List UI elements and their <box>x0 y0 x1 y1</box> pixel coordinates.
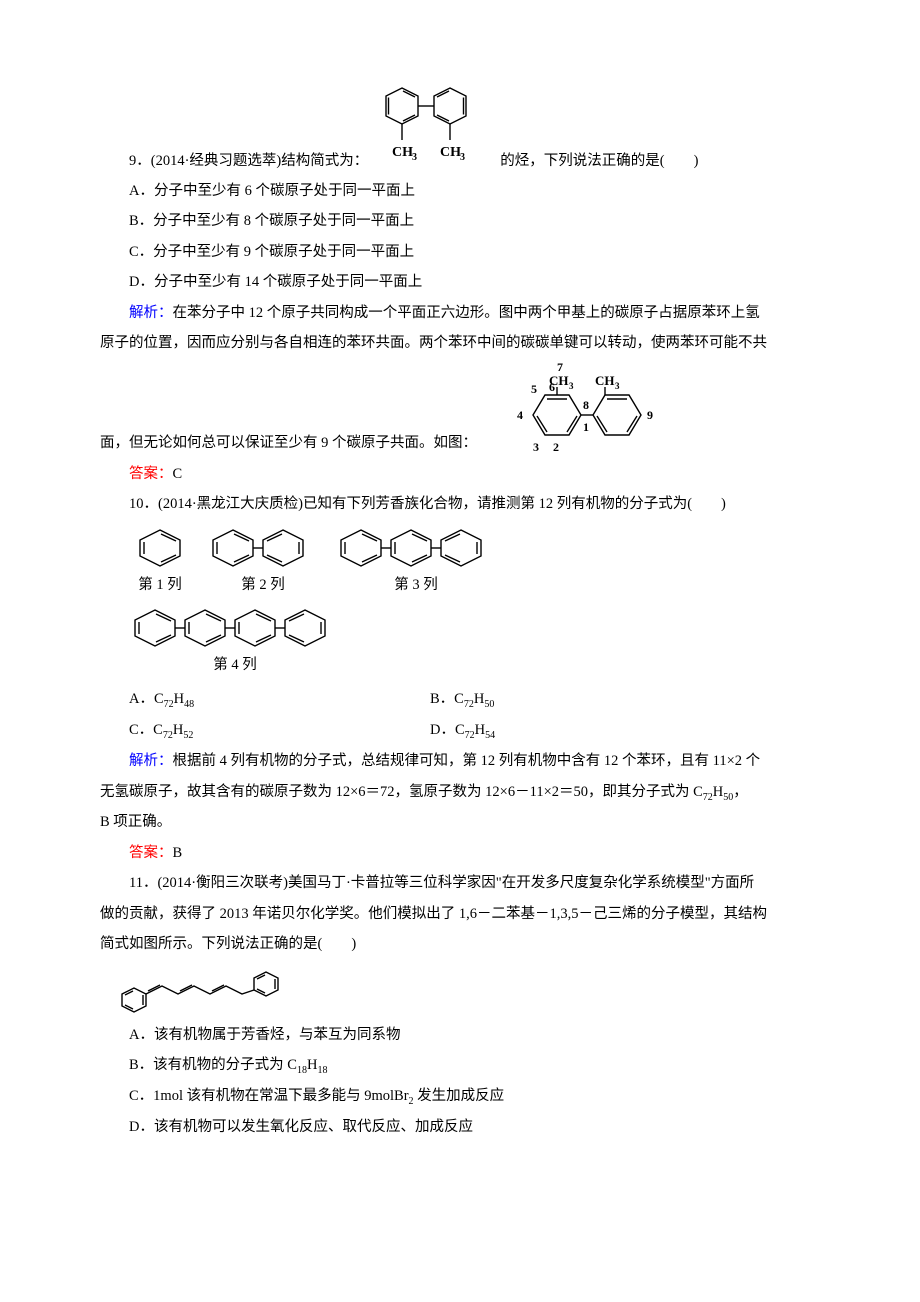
ring1-svg <box>130 526 190 568</box>
svg-text:3: 3 <box>569 381 574 391</box>
q10-series-4: 第 4 列 <box>130 606 340 680</box>
svg-text:7: 7 <box>557 360 563 374</box>
q10-answer-letter: B <box>173 845 183 861</box>
q10-options-row1: A．C72H48 B．C72H50 <box>100 684 820 715</box>
q9-analysis-text1: 在苯分子中 12 个原子共同构成一个平面正六边形。图中两个甲基上的碳原子占据原苯… <box>173 305 760 321</box>
series-label-2: 第 2 列 <box>208 570 318 600</box>
q10-options-row2: C．C72H52 D．C72H54 <box>100 715 820 746</box>
numbered-biphenyl-svg: 7 CH3 CH3 5 6 4 8 1 3 2 9 <box>487 359 687 459</box>
q10-series-row2: 第 4 列 <box>130 606 820 680</box>
q10-analysis-text1: 根据前 4 列有机物的分子式，总结规律可知，第 12 列有机物中含有 12 个苯… <box>173 753 761 769</box>
q11-line1: 11．(2014·衡阳三次联考)美国马丁·卡普拉等三位科学家因"在开发多尺度复杂… <box>100 868 820 898</box>
analysis-label: 解析： <box>129 753 173 769</box>
series-label-3: 第 3 列 <box>336 570 496 600</box>
q10-analysis-line1: 解析：根据前 4 列有机物的分子式，总结规律可知，第 12 列有机物中含有 12… <box>100 746 820 776</box>
q11-option-d: D．该有机物可以发生氧化反应、取代反应、加成反应 <box>100 1112 820 1142</box>
q9-analysis-line1: 解析：在苯分子中 12 个原子共同构成一个平面正六边形。图中两个甲基上的碳原子占… <box>100 298 820 328</box>
q9-analysis-text3: 面，但无论如何总可以保证至少有 9 个碳原子共面。如图： <box>100 428 477 458</box>
ring2-svg <box>208 526 318 568</box>
q9-analysis-line3: 面，但无论如何总可以保证至少有 9 个碳原子共面。如图： 7 CH3 CH3 <box>100 359 820 459</box>
q10-analysis-line2: 无氢碳原子，故其含有的碳原子数为 12×6＝72，氢原子数为 12×6－11×2… <box>100 777 820 808</box>
svg-text:3: 3 <box>615 381 620 391</box>
q10-option-c: C．C72H52 <box>100 715 430 746</box>
biphenyl-dimethyl-svg: CH 3 CH 3 <box>374 78 494 176</box>
q10-answer: 答案：B <box>100 838 820 868</box>
q9-stem-line1: 9．(2014·经典习题选萃)结构简式为： CH 3 <box>100 78 820 176</box>
svg-text:3: 3 <box>412 152 417 163</box>
svg-text:3: 3 <box>460 152 465 163</box>
q9-structure-figure: CH 3 CH 3 <box>374 78 494 176</box>
q10-series-3: 第 3 列 <box>336 526 496 600</box>
svg-text:CH: CH <box>392 145 413 160</box>
series-label-1: 第 1 列 <box>130 570 190 600</box>
q9-option-a: A．分子中至少有 6 个碳原子处于同一平面上 <box>100 176 820 206</box>
svg-text:5: 5 <box>531 382 537 396</box>
q9-option-b: B．分子中至少有 8 个碳原子处于同一平面上 <box>100 206 820 236</box>
svg-text:3: 3 <box>533 440 539 454</box>
svg-text:6: 6 <box>549 380 555 394</box>
q10-option-a: A．C72H48 <box>100 684 430 715</box>
q9-answer-letter: C <box>173 466 183 482</box>
svg-text:8: 8 <box>583 398 589 412</box>
q11-option-a: A．该有机物属于芳香烃，与苯互为同系物 <box>100 1020 820 1050</box>
q9-text-after: 的烃，下列说法正确的是( ) <box>500 146 698 176</box>
series-label-4: 第 4 列 <box>130 650 340 680</box>
q10-series-row1: 第 1 列 第 2 列 第 3 列 <box>130 526 820 600</box>
svg-text:CH: CH <box>440 145 461 160</box>
q9-answer: 答案：C <box>100 459 820 489</box>
q9-analysis-line2: 原子的位置，因而应分别与各自相连的苯环共面。两个苯环中间的碳碳单键可以转动，使两… <box>100 328 820 358</box>
q10-stem: 10．(2014·黑龙江大庆质检)已知有下列芳香族化合物，请推测第 12 列有机… <box>100 489 820 519</box>
answer-label: 答案： <box>129 466 173 482</box>
q11-option-b: B．该有机物的分子式为 C18H18 <box>100 1050 820 1081</box>
q10-series-1: 第 1 列 <box>130 526 190 600</box>
q11-option-c: C．1mol 该有机物在常温下最多能与 9molBr2 发生加成反应 <box>100 1081 820 1112</box>
q11-line3: 简式如图所示。下列说法正确的是( ) <box>100 929 820 959</box>
q11-figure <box>100 964 820 1020</box>
q11-line2: 做的贡献，获得了 2013 年诺贝尔化学奖。他们模拟出了 1,6－二苯基－1,3… <box>100 899 820 929</box>
ring3-svg <box>336 526 496 568</box>
svg-text:9: 9 <box>647 408 653 422</box>
svg-text:CH: CH <box>595 373 615 388</box>
q9-text-before: 9．(2014·经典习题选萃)结构简式为： <box>100 146 368 176</box>
answer-label: 答案： <box>129 845 173 861</box>
q10-series-2: 第 2 列 <box>208 526 318 600</box>
svg-text:1: 1 <box>583 420 589 434</box>
ring4-svg <box>130 606 340 648</box>
q10-option-d: D．C72H54 <box>430 715 820 746</box>
svg-text:4: 4 <box>517 408 523 422</box>
q9-option-d: D．分子中至少有 14 个碳原子处于同一平面上 <box>100 267 820 297</box>
q10-option-b: B．C72H50 <box>430 684 820 715</box>
analysis-label: 解析： <box>129 305 173 321</box>
q9-numbered-figure: 7 CH3 CH3 5 6 4 8 1 3 2 9 <box>487 359 687 459</box>
q9-option-c: C．分子中至少有 9 个碳原子处于同一平面上 <box>100 237 820 267</box>
hexatriene-svg <box>100 964 300 1020</box>
q10-analysis-line3: B 项正确。 <box>100 807 820 837</box>
svg-text:2: 2 <box>553 440 559 454</box>
